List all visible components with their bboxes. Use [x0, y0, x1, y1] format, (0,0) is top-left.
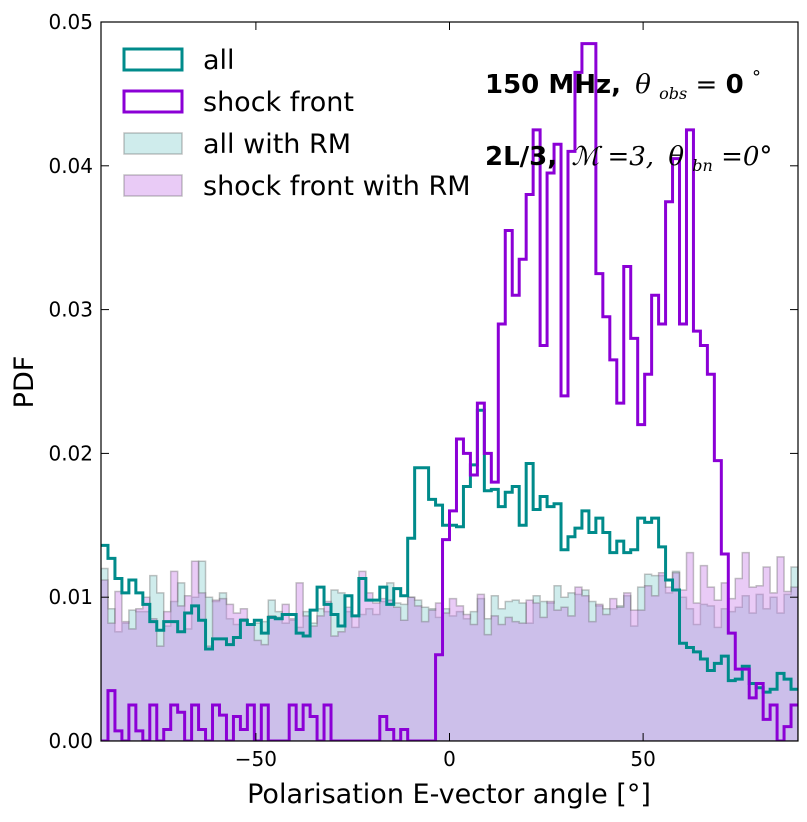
annotation-2-mach: ℳ	[571, 142, 602, 172]
legend: all shock front all with RM shock front wit…	[122, 45, 471, 202]
plot-area	[101, 42, 798, 741]
legend-swatch-all	[122, 47, 184, 72]
legend-swatch-shock-front	[122, 89, 184, 114]
x-tick-label: −50	[235, 747, 277, 771]
x-tick-label: 50	[630, 747, 655, 771]
axis-ticks: −50 0 50 0.00 0.01 0.02 0.03 0.04 0.05	[48, 10, 798, 771]
legend-label-all-with-RM: all with RM	[203, 129, 351, 160]
annotation-1-label: 150 MHz,	[485, 70, 621, 100]
annotation-1-val: 0	[726, 70, 744, 100]
x-tick-label: 0	[443, 747, 456, 771]
y-tick-label: 0.05	[48, 10, 93, 34]
series-shock-front	[101, 42, 798, 741]
y-tick-label: 0.02	[48, 441, 93, 465]
annotation-1-sub: obs	[659, 84, 687, 103]
annotation-1-theta: θ	[635, 70, 651, 100]
series-shock-front-with-RM	[101, 551, 798, 741]
legend-swatch-all-with-RM	[123, 132, 183, 155]
legend-label-shock-front-with-RM: shock front with RM	[203, 171, 471, 202]
legend-swatch-shock-front-with-RM	[123, 174, 183, 197]
y-axis-label: PDF	[9, 356, 40, 409]
annotation-line-1: 150 MHz, θ obs = 0 °	[485, 67, 761, 106]
series-all	[101, 408, 798, 694]
annotation-2-eq2: =0°	[721, 142, 772, 172]
annotation-line-2: 2L/3, ℳ =3, θ bn =0°	[485, 142, 772, 178]
y-tick-label: 0.04	[48, 154, 93, 178]
annotation-1-deg: °	[752, 67, 761, 88]
annotation-2-sub: bn	[692, 156, 713, 175]
svg-text:150 MHz, θ obs: 150 MHz, θ obs = 0 °	[485, 67, 761, 106]
y-tick-label: 0.03	[48, 298, 93, 322]
legend-label-shock-front: shock front	[203, 87, 354, 118]
legend-label-all: all	[203, 45, 235, 76]
y-tick-label: 0.01	[48, 585, 93, 609]
annotation-1-eq: =	[696, 70, 718, 100]
svg-text:2L/3, ℳ =3,: 2L/3, ℳ =3, θ bn =0°	[485, 142, 772, 178]
series-all-with-RM	[101, 560, 798, 741]
annotation-2-eq1: =3,	[607, 142, 654, 172]
y-tick-label: 0.00	[48, 729, 93, 753]
annotation-2-label: 2L/3,	[485, 142, 557, 172]
x-axis-label: Polarisation E-vector angle [°]	[247, 779, 651, 810]
annotation-2-theta: θ	[668, 142, 684, 172]
